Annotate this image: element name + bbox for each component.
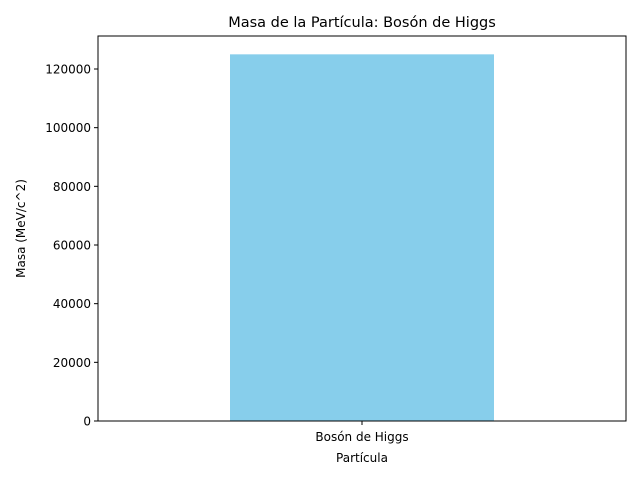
- x-axis-title: Partícula: [336, 451, 388, 465]
- chart-title: Masa de la Partícula: Bosón de Higgs: [228, 15, 496, 31]
- y-tick-label: 100000: [45, 121, 91, 135]
- y-axis-ticks: 0 20000 40000 60000 80000 100000 120000: [45, 63, 98, 429]
- y-axis-title: Masa (MeV/c^2): [14, 179, 28, 278]
- y-tick-label: 80000: [53, 180, 91, 194]
- y-tick-label: 0: [83, 415, 91, 429]
- y-tick-label: 40000: [53, 297, 91, 311]
- plot-frame: [97, 35, 627, 422]
- y-tick-label: 120000: [45, 63, 91, 77]
- x-tick-label: Bosón de Higgs: [315, 430, 408, 444]
- y-tick-label: 60000: [53, 239, 91, 253]
- bars-layer: [230, 54, 494, 421]
- bar: [230, 54, 494, 421]
- y-tick-label: 20000: [53, 356, 91, 370]
- x-axis-ticks: Bosón de Higgs: [315, 421, 409, 444]
